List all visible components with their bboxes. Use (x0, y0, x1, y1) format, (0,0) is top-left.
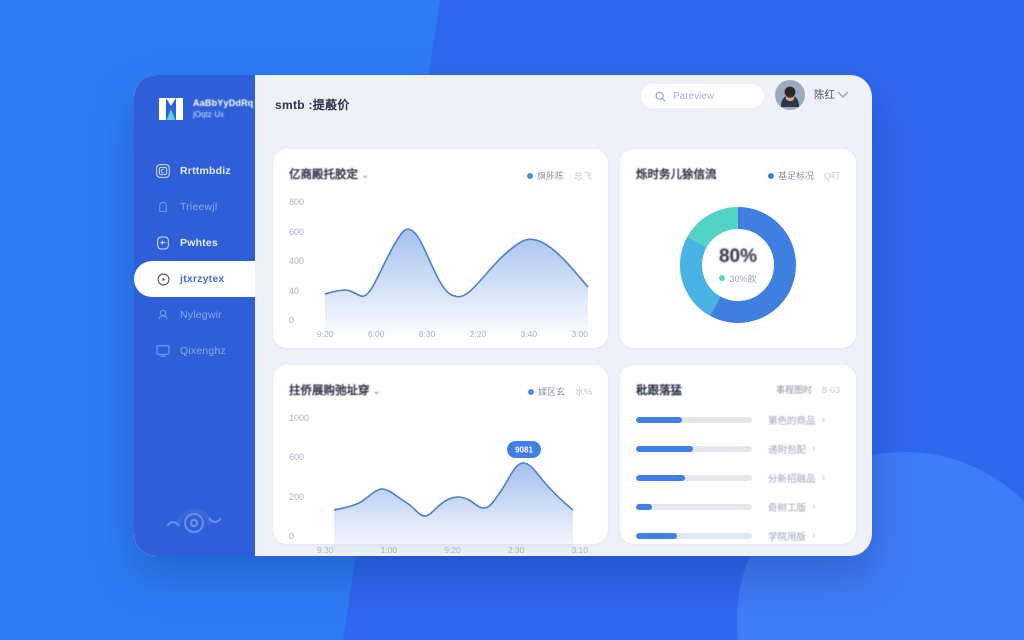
svg-text:9081: 9081 (515, 446, 533, 455)
